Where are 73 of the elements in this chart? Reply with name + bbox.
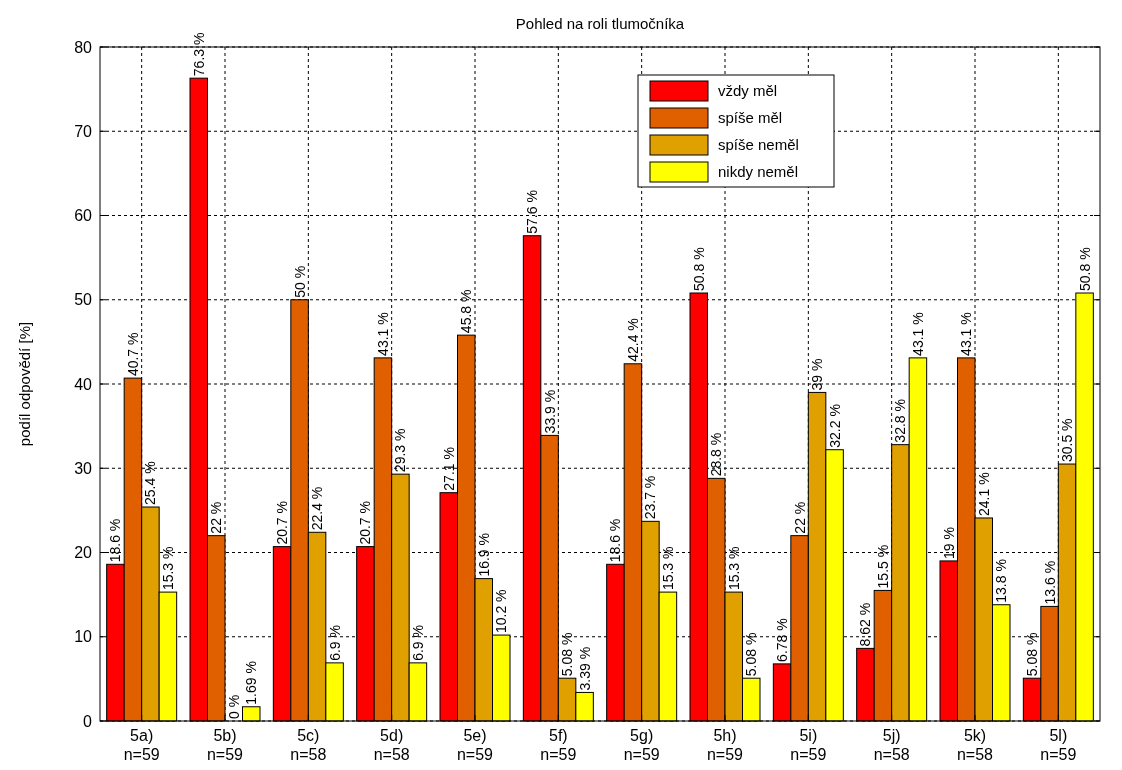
data-label: 30.5 % <box>1059 418 1076 463</box>
data-label: 22 % <box>791 501 808 534</box>
x-tick-label: 5h) n=59 <box>706 727 744 763</box>
data-label: 43.1 % <box>909 312 926 356</box>
y-tick-label: 0 <box>83 712 93 730</box>
data-label: 22.4 % <box>309 486 326 531</box>
x-tick-label: 5c) n=58 <box>290 727 327 763</box>
data-label: 28.8 % <box>708 432 725 477</box>
data-label: 13.8 % <box>993 559 1010 603</box>
y-tick-label: 60 <box>74 207 93 225</box>
x-tick-label: 5f) n=59 <box>540 727 577 763</box>
data-label: 29.3 % <box>392 428 409 473</box>
legend-label: nikdy neměl <box>718 163 799 181</box>
data-label: 10.2 % <box>493 589 510 634</box>
x-tick-label: 5d) n=58 <box>373 727 410 763</box>
data-label: 5.08 % <box>1024 632 1041 677</box>
data-label: 33.9 % <box>541 389 558 434</box>
x-tick-label: 5l) n=59 <box>1040 727 1077 763</box>
x-tick-label: 5a) n=59 <box>123 727 160 763</box>
data-label: 19 % <box>940 527 957 559</box>
data-label: 32.2 % <box>826 404 843 448</box>
y-tick-label: 80 <box>74 38 93 56</box>
data-label: 43.1 % <box>958 312 975 356</box>
data-label: 15.3 % <box>725 546 742 591</box>
data-label: 6.78 % <box>774 618 791 662</box>
x-tick-label: 5e) n=59 <box>456 727 494 763</box>
y-tick-label: 70 <box>74 122 93 140</box>
y-tick-label: 50 <box>74 291 93 309</box>
data-label: 23.7 % <box>642 475 659 520</box>
data-label: 3.39 % <box>576 646 593 691</box>
x-tick-label: 5k) n=58 <box>956 727 994 763</box>
legend-label: spíše neměl <box>718 136 799 154</box>
data-label: 50.8 % <box>1076 247 1093 292</box>
y-tick-label: 20 <box>74 544 93 562</box>
data-label: 0 % <box>225 694 242 719</box>
data-label: 24.1 % <box>975 472 992 516</box>
legend-label: spíše měl <box>718 109 783 127</box>
data-label: 40.7 % <box>124 332 141 377</box>
data-label: 8.62 % <box>857 602 874 647</box>
y-tick-label: 40 <box>74 375 93 393</box>
data-label: 15.3 % <box>159 546 176 591</box>
y-tick-label: 30 <box>74 459 93 477</box>
data-label: 45.8 % <box>458 289 475 334</box>
data-label: 6.9 % <box>326 625 343 661</box>
data-label: 5.08 % <box>743 632 760 677</box>
data-label: 22 % <box>208 501 225 534</box>
data-label: 20.7 % <box>274 501 291 545</box>
x-tick-label: 5j) n=58 <box>873 727 910 763</box>
data-label: 27.1 % <box>440 447 457 491</box>
data-label: 57.6 % <box>524 190 541 234</box>
data-label: 42.4 % <box>624 318 641 362</box>
data-label: 25.4 % <box>142 461 159 506</box>
data-label: 1.69 % <box>243 661 260 705</box>
data-label: 5.08 % <box>559 632 576 677</box>
data-label: 32.8 % <box>892 399 909 443</box>
x-tick-label: 5i) n=59 <box>790 727 827 763</box>
x-tick-label: 5g) n=59 <box>623 727 660 763</box>
y-axis-title: podíl odpovědí [%] <box>16 321 33 447</box>
data-label: 50.8 % <box>690 247 707 292</box>
data-label: 15.5 % <box>874 544 891 589</box>
data-label: 13.6 % <box>1041 560 1058 605</box>
data-label: 15.3 % <box>659 546 676 591</box>
data-label: 43.1 % <box>374 312 391 356</box>
data-label: 20.7 % <box>357 501 374 545</box>
data-label: 76.3 % <box>190 32 207 77</box>
x-tick-label: 5b) n=59 <box>206 727 244 763</box>
legend-label: vždy měl <box>718 82 778 100</box>
y-tick-label: 10 <box>74 628 93 646</box>
data-label: 6.9 % <box>409 625 426 661</box>
data-label: 50 % <box>291 265 308 298</box>
data-label: 39 % <box>809 358 826 391</box>
chart-title: Pohled na roli tlumočníka <box>515 15 685 32</box>
data-label: 16.9 % <box>475 533 492 577</box>
